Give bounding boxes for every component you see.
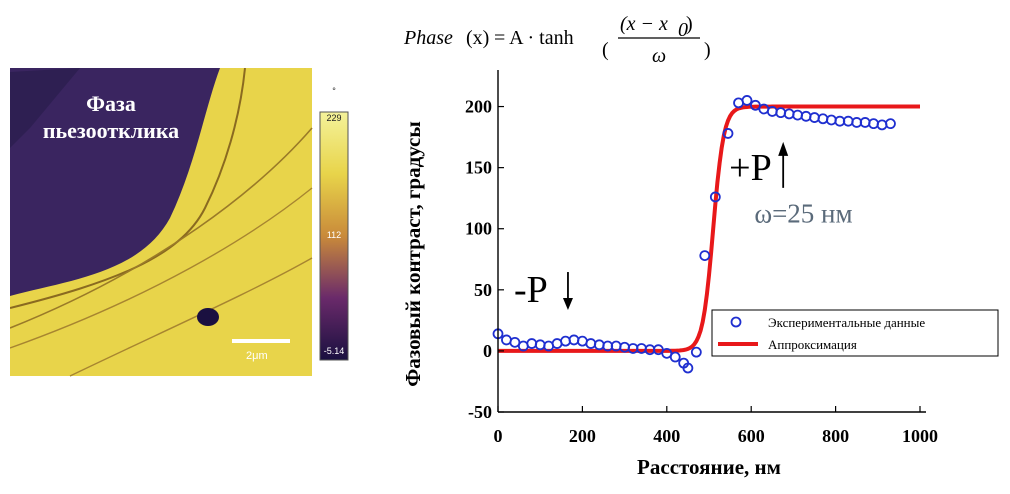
afm-domain-wall-1 (10, 68, 246, 309)
fit-curve (498, 104, 920, 353)
data-point (741, 95, 753, 106)
formula-eq: = A · tanh (494, 27, 574, 49)
annotation-omega-label: ω=25 нм (754, 199, 852, 229)
data-point (560, 335, 571, 347)
y-tick-label: 150 (465, 158, 492, 178)
annotations: -P +P ω=25 нм (514, 141, 853, 311)
annotation-polarization-label: +P (729, 147, 772, 189)
legend-marker-experiment (730, 316, 742, 328)
y-tick-label: 200 (465, 97, 492, 117)
data-point (669, 351, 681, 363)
data-point (868, 118, 879, 130)
formula-paren-close: ) (704, 39, 711, 61)
legend-box (711, 309, 999, 357)
data-point (568, 334, 580, 346)
data-point (885, 118, 896, 130)
scale-bar (232, 339, 290, 343)
plot-area (492, 95, 920, 374)
annotation-arrowhead-up (778, 141, 789, 156)
afm-domain-wall-2 (10, 127, 313, 329)
data-point (526, 338, 538, 349)
afm-phase-image (10, 68, 349, 377)
afm-title-line1: Фаза (86, 91, 136, 116)
x-axis-title: Расстояние, нм (637, 455, 781, 479)
data-point (593, 339, 605, 351)
formula-paren-open: ( (602, 39, 609, 61)
colorbar (319, 111, 349, 361)
legend: Экспериментальные данные Аппроксимация (711, 309, 999, 357)
formula-numerator-close: ) (686, 13, 693, 35)
afm-title-line2: пьезоотклика (42, 118, 180, 143)
x-tick-label: 200 (569, 426, 596, 446)
data-point (682, 362, 694, 374)
y-tick-label: -50 (468, 402, 492, 422)
formula: Phase (x) = A · tanh ( (x − x 0 ) ω ) (403, 13, 711, 67)
legend-label-experiment: Экспериментальные данные (768, 315, 925, 330)
axes: 0 200 400 600 800 1000-50050100150200Расстоян… (401, 70, 938, 479)
data-point (534, 339, 546, 351)
data-point (783, 108, 795, 120)
colorbar-min-label: -5.14 (323, 346, 345, 356)
colorbar-unit: ° (332, 86, 336, 96)
legend-label-fit: Аппроксимация (768, 337, 857, 352)
formula-denominator: ω (652, 45, 666, 67)
formula-lhs-arg: (x) (466, 27, 489, 49)
y-tick-label: 100 (465, 219, 492, 239)
x-tick-label: 0 (494, 426, 503, 446)
afm-shade-region (10, 68, 80, 148)
data-point (709, 191, 721, 203)
data-point (699, 250, 711, 262)
annotation-arrowhead-down (562, 298, 573, 311)
data-point (825, 114, 837, 126)
afm-title: Фаза пьезоотклика (16, 90, 206, 144)
data-point (775, 107, 787, 119)
scale-bar-label: 2μm (246, 350, 268, 362)
data-point (809, 112, 820, 123)
x-tick-label: 400 (653, 426, 680, 446)
data-point (722, 128, 734, 139)
colorbar-max-label: 229 (326, 113, 342, 123)
y-axis-title: Фазовый контраст, градусы (401, 121, 425, 387)
data-point (792, 109, 804, 121)
afm-phase-image-panel: Фаза пьезоотклика ° 229 112 -5.14 2μm (10, 68, 370, 380)
formula-numerator: (x − x (620, 13, 668, 35)
data-point (800, 110, 812, 122)
data-point (876, 119, 888, 131)
x-tick-label: 800 (822, 426, 849, 446)
phase-profile-chart: Phase (x) = A · tanh ( (x − x 0 ) ω ) 0 2… (401, 13, 999, 479)
annotation-polarization-label: -P (514, 269, 548, 311)
y-tick-label: 0 (483, 341, 492, 361)
colorbar-mid-label: 112 (326, 230, 342, 240)
afm-domain-wall-3 (10, 187, 313, 349)
data-point (690, 346, 702, 358)
y-tick-label: 50 (474, 280, 492, 300)
formula-numerator-sub: 0 (678, 19, 688, 41)
x-tick-label: 600 (738, 426, 765, 446)
x-tick-label: 1000 (902, 426, 938, 446)
afm-pit (197, 308, 219, 326)
afm-bright-domain (10, 68, 312, 376)
formula-lhs: Phase (403, 27, 453, 49)
data-point (817, 113, 829, 125)
data-point (585, 338, 597, 349)
